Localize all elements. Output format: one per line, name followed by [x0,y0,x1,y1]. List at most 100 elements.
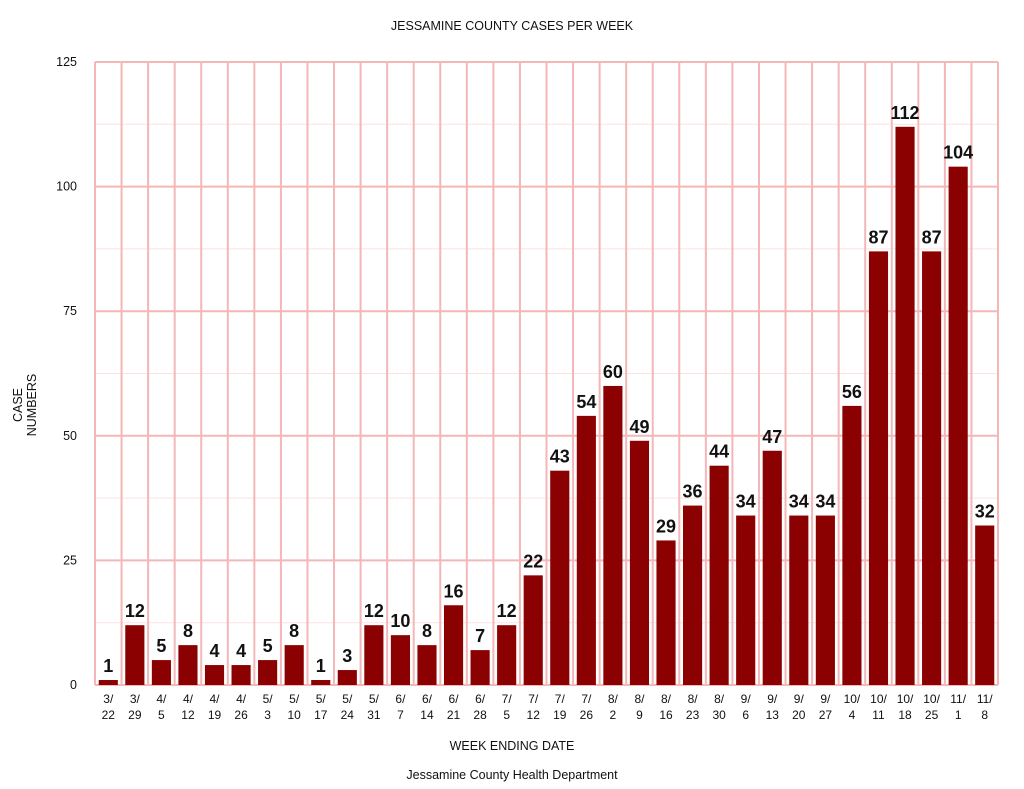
data-label: 8 [289,621,299,641]
x-tick-label-day: 11 [872,708,885,722]
grid [94,61,999,686]
bar [948,166,968,685]
data-label: 49 [629,417,649,437]
bar [311,680,331,685]
bar [231,665,251,685]
x-axis-ticks: 3/223/294/54/124/194/265/35/105/175/245/… [102,692,994,722]
x-tick-label-day: 29 [128,708,142,722]
y-tick-label: 25 [63,553,77,567]
x-tick-label-month: 5/ [369,692,380,706]
x-tick-label-day: 21 [447,708,461,722]
bar [576,415,596,685]
data-label: 8 [422,621,432,641]
bar [709,465,729,685]
bar [204,665,225,685]
y-tick-label: 125 [56,55,77,69]
data-label: 7 [475,626,485,646]
x-tick-label-month: 9/ [820,692,831,706]
x-tick-label-month: 4/ [156,692,167,706]
bar [258,660,278,685]
x-tick-label-month: 8/ [688,692,699,706]
x-tick-label-month: 10/ [844,692,861,706]
x-tick-label-day: 2 [610,708,617,722]
x-tick-label-day: 14 [420,708,434,722]
x-tick-label-day: 24 [341,708,355,722]
x-tick-label-day: 18 [898,708,912,722]
y-tick-label: 0 [70,678,77,692]
x-tick-label-day: 5 [503,708,510,722]
bar [550,470,570,685]
data-label: 87 [868,227,888,247]
x-tick-label-day: 28 [473,708,487,722]
bar [151,660,171,685]
x-tick-label-month: 8/ [661,692,672,706]
data-label: 12 [497,601,517,621]
bars [98,126,995,686]
bar [125,625,145,685]
data-label: 44 [709,442,729,462]
data-label: 34 [789,492,809,512]
bar [922,251,942,685]
x-tick-label-month: 11/ [950,692,966,706]
data-label: 3 [342,646,352,666]
x-axis-title: WEEK ENDING DATE [450,739,575,753]
data-label: 8 [183,621,193,641]
x-tick-label-month: 7/ [502,692,513,706]
data-label: 43 [550,447,570,467]
x-tick-label-day: 20 [792,708,806,722]
x-tick-label-day: 30 [712,708,726,722]
x-tick-label-day: 26 [580,708,594,722]
data-label: 104 [943,143,973,163]
x-tick-label-month: 10/ [897,692,914,706]
x-tick-label-month: 8/ [714,692,725,706]
bar [789,515,809,685]
bar [842,405,862,685]
bar [470,650,490,685]
x-tick-label-month: 10/ [923,692,940,706]
bar [815,515,835,685]
x-tick-label-month: 9/ [741,692,752,706]
x-tick-label-day: 17 [314,708,328,722]
x-tick-label-day: 10 [288,708,302,722]
y-tick-label: 50 [63,429,77,443]
x-tick-label-day: 25 [925,708,939,722]
x-tick-label-month: 8/ [634,692,645,706]
data-label: 22 [523,551,543,571]
bar [975,525,995,685]
x-tick-label-month: 5/ [263,692,274,706]
bar [178,645,198,685]
data-label: 34 [815,492,835,512]
x-tick-label-month: 5/ [289,692,300,706]
data-label: 12 [125,601,145,621]
chart-source: Jessamine County Health Department [406,768,618,782]
data-label: 5 [156,636,166,656]
y-axis-ticks: 0 25 50 75 100 125 [56,55,77,692]
bar [656,540,676,685]
data-label: 4 [236,641,246,661]
data-label: 60 [603,362,623,382]
x-tick-label-month: 10/ [870,692,887,706]
y-tick-label: 75 [63,304,77,318]
x-tick-label-month: 6/ [475,692,486,706]
y-axis-title-line-1: CASE [11,388,25,422]
x-tick-label-day: 19 [553,708,567,722]
bar [337,670,357,685]
x-tick-label-month: 3/ [130,692,141,706]
x-tick-label-day: 12 [181,708,195,722]
x-tick-label-month: 4/ [236,692,247,706]
data-label: 12 [364,601,384,621]
x-tick-label-day: 16 [659,708,673,722]
data-label: 1 [316,656,326,676]
bar [603,385,623,685]
x-tick-label-month: 4/ [210,692,221,706]
data-label: 4 [210,641,220,661]
chart-title: JESSAMINE COUNTY CASES PER WEEK [391,19,634,33]
bar [868,251,889,685]
data-label: 112 [891,103,920,123]
y-axis-title-line-2: NUMBERS [25,374,39,437]
data-label: 29 [656,516,676,536]
x-tick-label-day: 12 [527,708,541,722]
x-tick-label-day: 9 [636,708,643,722]
